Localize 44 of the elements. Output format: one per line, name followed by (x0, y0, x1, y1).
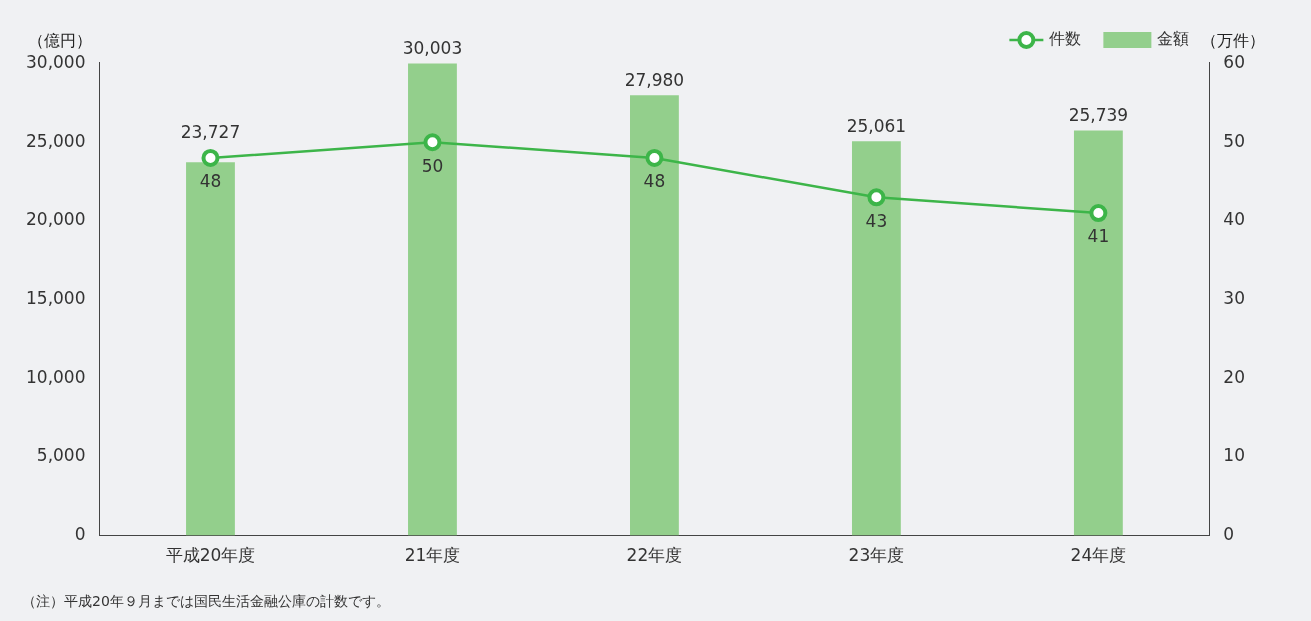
data-label: 50 (421, 155, 444, 176)
legend-label: 件数 (1049, 29, 1082, 49)
data-label: 48 (199, 171, 222, 192)
data-label: 30,003 (402, 37, 463, 58)
data-label: 23,727 (180, 122, 241, 143)
bar (186, 162, 235, 536)
bar (408, 63, 457, 536)
data-label: 25,061 (846, 115, 907, 136)
y-tick-label: 25,000 (26, 130, 86, 151)
y2-tick-label: 20 (1223, 366, 1246, 387)
y2-tick-label: 50 (1223, 130, 1246, 151)
y-axis-title: （億円） (28, 31, 92, 51)
x-tick-label: 平成20年度 (165, 545, 256, 566)
point (201, 148, 220, 167)
x-tick-label: 22年度 (626, 545, 683, 566)
y2-tick-label: 60 (1223, 52, 1246, 72)
text: （注）平成20年９月までは国民生活金融公庫の計数です。 (22, 593, 390, 611)
data-label: 27,980 (624, 69, 685, 90)
point (867, 188, 886, 207)
y2-axis-title: （万件） (1201, 31, 1266, 51)
point (645, 148, 664, 167)
point (1089, 204, 1108, 223)
bar (630, 95, 679, 536)
data-label: 25,739 (1068, 105, 1129, 126)
y-tick-label: 20,000 (26, 209, 86, 230)
x-tick-label: 21年度 (404, 545, 461, 566)
y-tick-label: 10,000 (26, 366, 86, 387)
bar (1073, 130, 1123, 536)
y-tick-label: 5,000 (36, 445, 86, 466)
point (423, 133, 442, 152)
data-label: 48 (643, 171, 666, 192)
x-tick-label: 24年度 (1070, 545, 1127, 566)
y2-tick-label: 30 (1223, 288, 1246, 309)
legend-label: 金額 (1157, 29, 1190, 49)
data-label: 41 (1087, 226, 1110, 247)
y-tick-label: 0 (74, 524, 86, 545)
data-label: 43 (865, 210, 888, 231)
y-tick-label: 30,000 (26, 52, 86, 72)
x-tick-label: 23年度 (848, 545, 905, 566)
y2-tick-label: 40 (1223, 209, 1246, 230)
y-tick-label: 15,000 (26, 288, 86, 309)
y2-tick-label: 0 (1223, 524, 1235, 545)
y2-tick-label: 10 (1223, 445, 1246, 466)
bar (851, 141, 901, 536)
